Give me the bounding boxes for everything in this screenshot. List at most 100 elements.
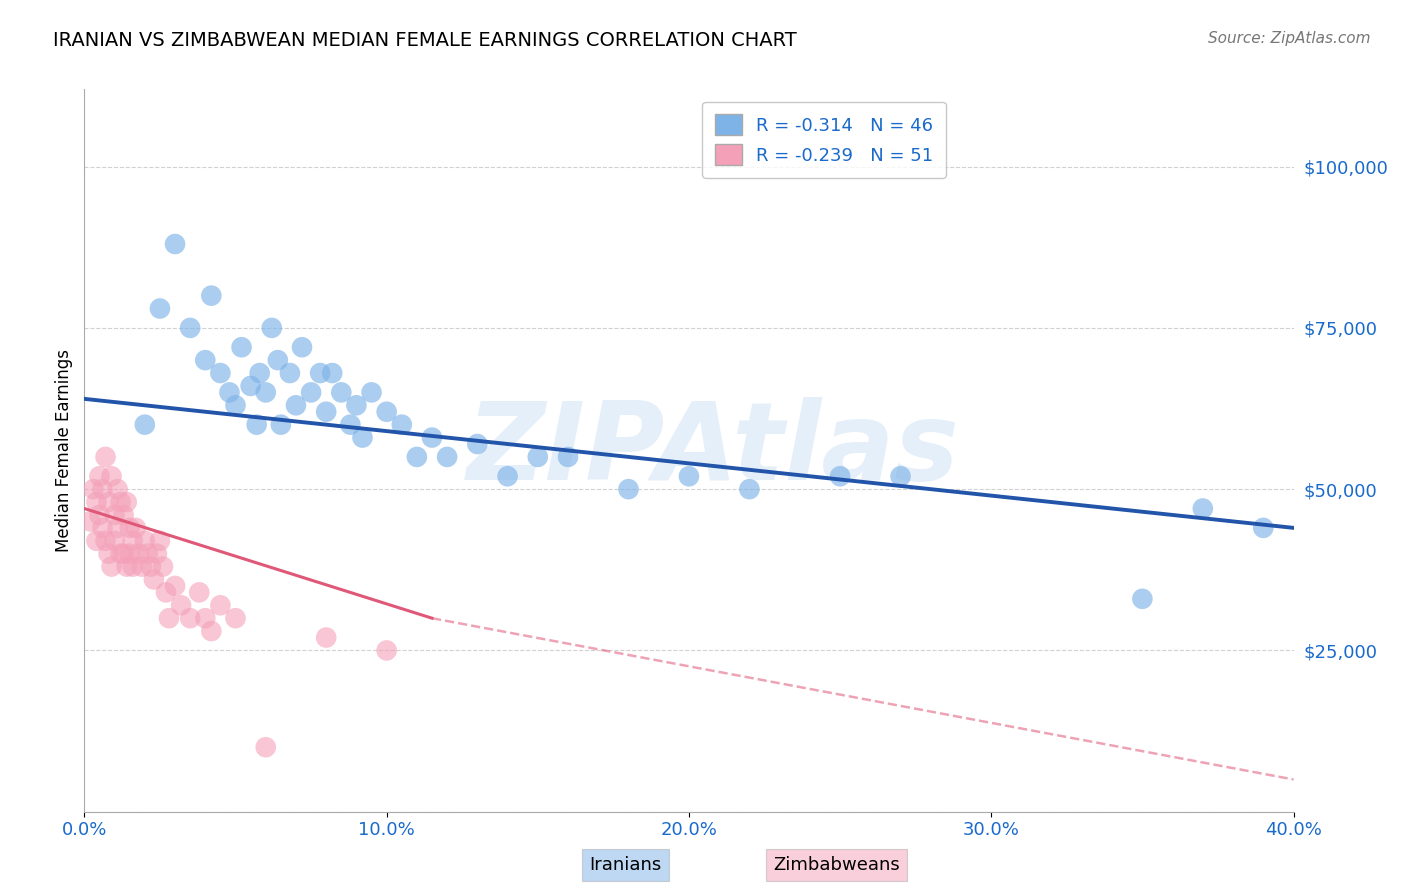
- Text: IRANIAN VS ZIMBABWEAN MEDIAN FEMALE EARNINGS CORRELATION CHART: IRANIAN VS ZIMBABWEAN MEDIAN FEMALE EARN…: [53, 31, 797, 50]
- Point: [97, 547, 120, 561]
- Point: [104, 508, 127, 522]
- Point: [139, 559, 162, 574]
- Point: [467, 437, 489, 451]
- Point: [170, 599, 193, 613]
- Point: [315, 631, 337, 645]
- Point: [112, 508, 135, 522]
- Point: [249, 366, 271, 380]
- Point: [496, 469, 519, 483]
- Point: [375, 643, 398, 657]
- Point: [406, 450, 429, 464]
- Point: [121, 559, 143, 574]
- Point: [200, 288, 222, 302]
- Point: [86, 533, 108, 548]
- Point: [157, 611, 180, 625]
- Point: [94, 450, 117, 464]
- Point: [239, 379, 262, 393]
- Point: [152, 559, 174, 574]
- Point: [200, 624, 222, 639]
- Point: [617, 482, 640, 496]
- Point: [79, 515, 101, 529]
- Point: [339, 417, 361, 432]
- Point: [678, 469, 700, 483]
- Point: [86, 495, 108, 509]
- Point: [100, 469, 122, 483]
- Point: [125, 521, 148, 535]
- Point: [830, 469, 852, 483]
- Point: [330, 385, 353, 400]
- Point: [209, 599, 232, 613]
- Point: [278, 366, 301, 380]
- Point: [165, 579, 187, 593]
- Point: [121, 533, 143, 548]
- Point: [738, 482, 761, 496]
- Point: [128, 547, 150, 561]
- Point: [391, 417, 413, 432]
- Point: [110, 495, 132, 509]
- Point: [267, 353, 290, 368]
- Point: [155, 585, 177, 599]
- Point: [136, 547, 159, 561]
- Point: [291, 340, 314, 354]
- Point: [91, 482, 114, 496]
- Legend: R = -0.314   N = 46, R = -0.239   N = 51: R = -0.314 N = 46, R = -0.239 N = 51: [702, 102, 946, 178]
- Point: [225, 398, 247, 412]
- Point: [218, 385, 240, 400]
- Point: [194, 353, 217, 368]
- Point: [285, 398, 308, 412]
- Point: [188, 585, 211, 599]
- Point: [436, 450, 458, 464]
- Text: Source: ZipAtlas.com: Source: ZipAtlas.com: [1208, 31, 1371, 46]
- Point: [270, 417, 292, 432]
- Point: [82, 482, 104, 496]
- Point: [527, 450, 550, 464]
- Point: [142, 573, 165, 587]
- Point: [89, 469, 111, 483]
- Text: ZIPAtlas: ZIPAtlas: [467, 398, 959, 503]
- Point: [89, 508, 111, 522]
- Point: [94, 533, 117, 548]
- Point: [104, 533, 127, 548]
- Point: [118, 521, 141, 535]
- Point: [225, 611, 247, 625]
- Point: [209, 366, 232, 380]
- Point: [91, 521, 114, 535]
- Point: [315, 405, 337, 419]
- Text: Iranians: Iranians: [589, 856, 662, 874]
- Point: [100, 559, 122, 574]
- Point: [557, 450, 579, 464]
- Point: [194, 611, 217, 625]
- Point: [118, 547, 141, 561]
- Point: [134, 417, 156, 432]
- Point: [299, 385, 322, 400]
- Point: [110, 547, 132, 561]
- Point: [97, 495, 120, 509]
- Point: [107, 482, 129, 496]
- Point: [115, 559, 138, 574]
- Point: [115, 495, 138, 509]
- Text: Zimbabweans: Zimbabweans: [773, 856, 900, 874]
- Point: [346, 398, 368, 412]
- Point: [146, 547, 169, 561]
- Point: [165, 237, 187, 252]
- Point: [352, 431, 374, 445]
- Point: [231, 340, 253, 354]
- Point: [375, 405, 398, 419]
- Point: [149, 301, 172, 316]
- Point: [254, 385, 277, 400]
- Point: [179, 611, 201, 625]
- Point: [360, 385, 382, 400]
- Point: [1253, 521, 1275, 535]
- Point: [321, 366, 343, 380]
- Point: [112, 547, 135, 561]
- Point: [246, 417, 269, 432]
- Point: [179, 321, 201, 335]
- Point: [420, 431, 443, 445]
- Point: [134, 533, 156, 548]
- Point: [1192, 501, 1215, 516]
- Point: [309, 366, 332, 380]
- Point: [260, 321, 283, 335]
- Point: [107, 521, 129, 535]
- Point: [149, 533, 172, 548]
- Point: [131, 559, 153, 574]
